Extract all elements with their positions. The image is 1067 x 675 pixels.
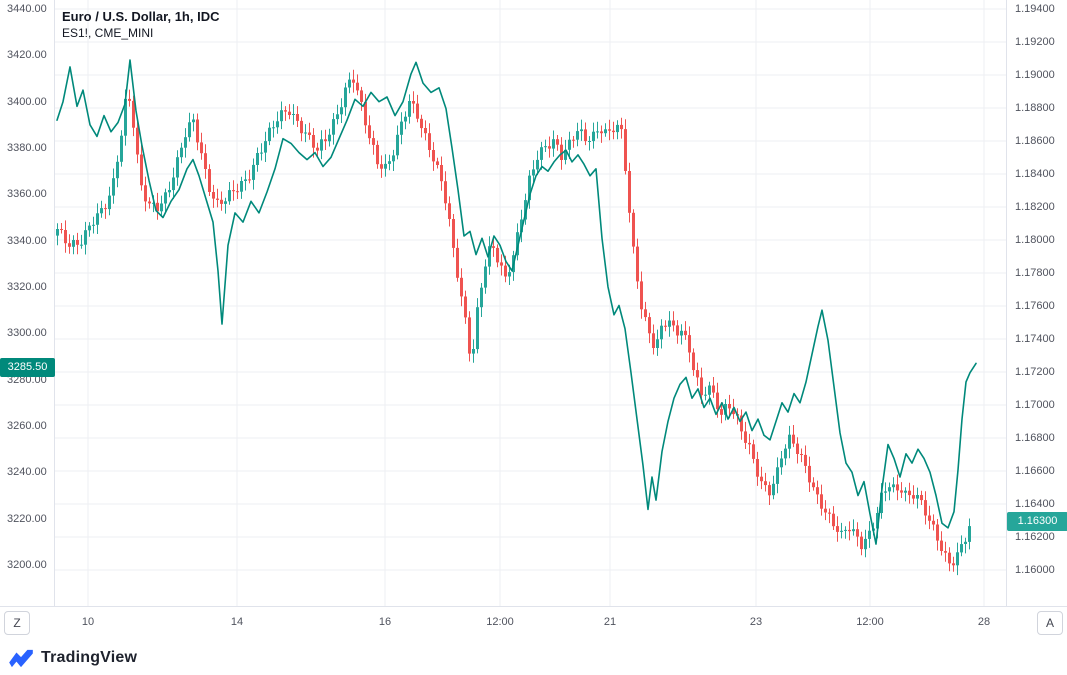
right-price-tick: 1.18200: [1015, 201, 1055, 213]
left-price-tick: 3440.00: [7, 3, 47, 15]
compare-symbol-legend[interactable]: ES1!, CME_MINI: [62, 26, 154, 40]
right-price-tick: 1.16400: [1015, 498, 1055, 510]
left-price-tick: 3200.00: [7, 559, 47, 571]
right-price-tick: 1.18000: [1015, 234, 1055, 246]
left-price-tick: 3300.00: [7, 327, 47, 340]
right-price-tick: 1.18800: [1015, 102, 1055, 114]
time-scale[interactable]: 10 14 16 12:00 21 23 12:00 28: [0, 606, 1067, 640]
right-price-tick: 1.19200: [1015, 36, 1055, 48]
left-price-tick: 3340.00: [7, 234, 47, 247]
timezone-button[interactable]: Z: [4, 611, 30, 635]
right-price-tick: 1.16600: [1015, 465, 1055, 477]
left-price-tick: 3240.00: [7, 466, 47, 479]
left-price-tick: 3400.00: [7, 95, 47, 108]
time-tick: 16: [378, 616, 392, 628]
time-tick: 12:00: [856, 616, 884, 628]
right-price-tick: 1.17200: [1015, 366, 1055, 378]
footer: TradingView: [0, 640, 1067, 675]
right-price-tick: 1.19000: [1015, 69, 1055, 81]
time-tick: 23: [749, 616, 763, 628]
chart-legend: Euro / U.S. Dollar, 1h, IDC ES1!, CME_MI…: [62, 8, 219, 41]
tradingview-logo[interactable]: TradingView: [8, 648, 137, 668]
time-tick: 12:00: [486, 616, 514, 628]
right-price-tick: 1.18400: [1015, 168, 1055, 180]
left-price-tick: 3360.00: [7, 188, 47, 201]
left-price-scale[interactable]: 3285.50 3440.00 3420.00 3400.00 3380.00 3360…: [0, 0, 55, 606]
right-price-tick: 1.17800: [1015, 267, 1055, 279]
right-price-tag: 1.16300: [1007, 511, 1067, 531]
right-price-tick: 1.17400: [1015, 333, 1055, 345]
right-price-tick: 1.16200: [1015, 531, 1055, 543]
main-symbol-legend[interactable]: Euro / U.S. Dollar, 1h, IDC: [62, 9, 220, 24]
tradingview-logo-text: TradingView: [41, 648, 138, 666]
right-price-tick: 1.17000: [1015, 399, 1055, 411]
tradingview-logo-icon: [8, 648, 34, 668]
left-price-tick: 3420.00: [7, 49, 47, 62]
left-price-tick: 3220.00: [7, 512, 47, 525]
right-price-tick: 1.16000: [1015, 564, 1055, 576]
right-price-tick: 1.16800: [1015, 432, 1055, 444]
right-price-tick: 1.17600: [1015, 300, 1055, 312]
right-price-tick: 1.19400: [1015, 3, 1055, 15]
left-price-tick: 3320.00: [7, 281, 47, 293]
right-price-scale[interactable]: 1.16300 1.19400 1.19200 1.19000 1.18800 1.18…: [1006, 0, 1067, 606]
left-price-tick: 3260.00: [7, 420, 47, 432]
time-tick: 14: [230, 616, 244, 628]
time-tick: 28: [977, 616, 991, 628]
left-price-tag: 3285.50: [0, 357, 55, 377]
chart-canvas[interactable]: [0, 0, 1006, 606]
right-price-tick: 1.18600: [1015, 135, 1055, 147]
time-tick: 10: [81, 616, 95, 628]
autoscale-button[interactable]: A: [1037, 611, 1063, 635]
time-tick: 21: [603, 616, 617, 628]
left-price-tick: 3380.00: [7, 142, 47, 154]
